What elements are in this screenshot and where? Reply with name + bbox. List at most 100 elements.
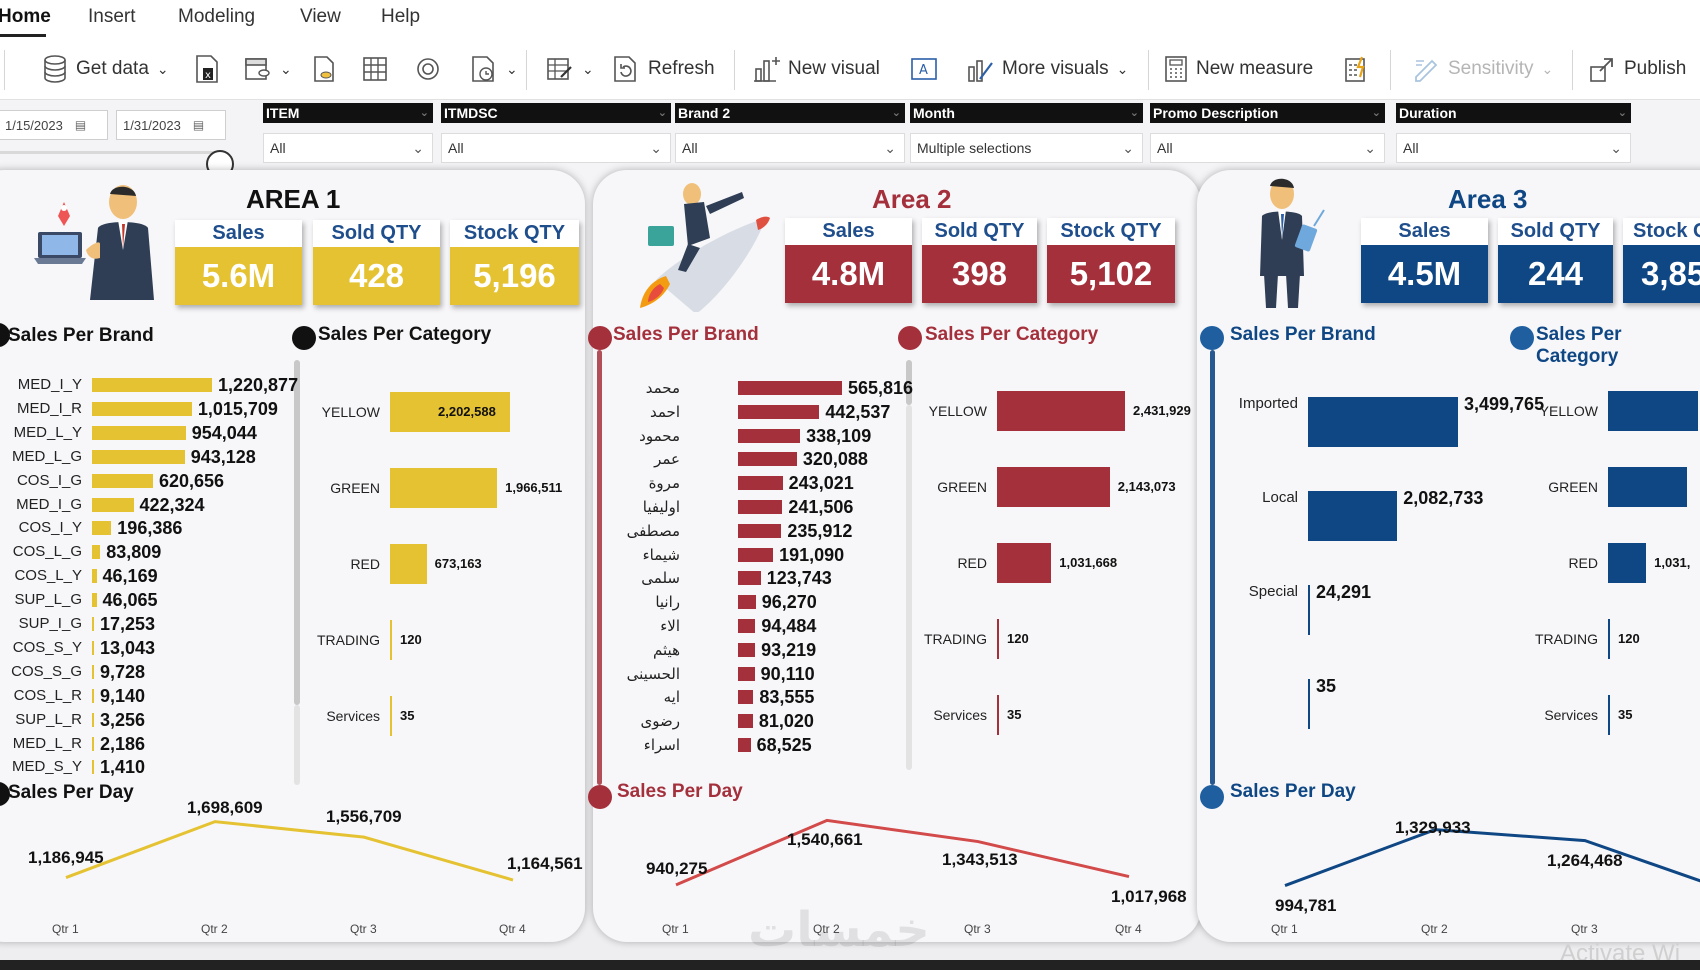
bar (92, 640, 94, 655)
calendar-icon[interactable]: ▤ (192, 118, 205, 132)
bar-value-label: 954,044 (191, 422, 257, 443)
tab-view[interactable]: View (300, 6, 341, 27)
excel-button[interactable]: x (194, 52, 220, 86)
sensitivity-button[interactable]: Sensitivity ⌄ (1412, 52, 1553, 86)
bar (738, 500, 783, 514)
area3-kpi-stock-qty: Stock Q 3,85 (1623, 218, 1700, 303)
area2-brand-scroll-track[interactable] (906, 405, 912, 770)
kpi-label: Sales (1361, 218, 1488, 245)
area1-kpi-sold-qty: Sold QTY 428 (313, 220, 440, 305)
area3-title: Area 3 (1448, 184, 1528, 214)
area3-kpi-sold-qty: Sold QTY 244 (1498, 218, 1613, 303)
more-visuals-button[interactable]: More visuals ⌄ (966, 52, 1128, 86)
area1-title: AREA 1 (246, 184, 341, 214)
slicer-promo-header: Promo Description ⌄ (1150, 103, 1385, 123)
tab-modeling[interactable]: Modeling (178, 6, 256, 27)
enter-data-button[interactable] (362, 52, 388, 86)
slicer-duration-dropdown[interactable]: All ⌄ (1396, 133, 1631, 163)
bar (92, 401, 192, 416)
slicer-promo-value: All (1157, 140, 1173, 156)
transform-data-button[interactable]: ⌄ (470, 52, 518, 86)
area3-kpi-sales: Sales 4.5M (1361, 218, 1488, 303)
date-slider-track[interactable] (0, 151, 220, 154)
chevron-down-icon: ⌄ (650, 140, 662, 156)
chevron-down-icon: ⌄ (1371, 107, 1381, 119)
publish-button[interactable]: Publish (1588, 52, 1686, 86)
data-hub-icon (245, 58, 270, 80)
bar (997, 391, 1125, 431)
bar (738, 476, 783, 491)
bar (738, 619, 756, 633)
x-tick-label: Qtr 2 (813, 922, 840, 936)
bar (390, 392, 510, 432)
x-tick-label: Qtr 3 (1571, 922, 1598, 936)
recent-sources-button[interactable] (414, 52, 442, 86)
text-box-button[interactable]: A (910, 52, 938, 86)
slicer-promo-dropdown[interactable]: All ⌄ (1150, 133, 1385, 163)
bar-value-label: 68,525 (756, 735, 812, 755)
ribbon-divider (1390, 50, 1391, 90)
date-end-input[interactable]: 1/31/2023 ▤ (116, 110, 226, 140)
bar (738, 547, 774, 562)
watermark-text: خمسات (748, 904, 930, 957)
bar-value-label: 565,816 (848, 378, 914, 398)
bar-value-label: 90,110 (760, 663, 815, 684)
bar-value-label: 241,506 (788, 497, 854, 517)
area1-brand-scrollbar[interactable] (294, 360, 300, 705)
tab-help[interactable]: Help (381, 6, 421, 27)
bar-category-label: YELLOW (321, 404, 380, 420)
swirl-icon (417, 58, 439, 80)
tab-home[interactable]: Home (0, 6, 51, 27)
slicer-brand2-dropdown[interactable]: All ⌄ (675, 133, 905, 163)
bar-category-label: اوليفيا (642, 499, 680, 516)
chevron-down-icon: ⌄ (412, 140, 424, 156)
kpi-label: Stock Q (1623, 218, 1700, 245)
bar-value-label: 120 (1618, 631, 1640, 646)
bottom-bar (0, 960, 1700, 970)
calendar-icon[interactable]: ▤ (74, 118, 87, 132)
bar-category-label: MED_I_Y (17, 376, 82, 393)
get-data-button[interactable]: Get data ⌄ (42, 52, 169, 86)
date-start-value: 1/15/2023 (5, 117, 63, 133)
bar-category-label: COS_S_G (11, 662, 82, 680)
tab-insert[interactable]: Insert (88, 6, 136, 27)
bar (1308, 585, 1310, 635)
refresh-button[interactable]: Refresh (612, 52, 715, 86)
bar-category-label: Services (1544, 707, 1598, 723)
chevron-down-icon: ⌄ (156, 60, 169, 77)
section-dot (0, 782, 10, 806)
bar-value-label: 673,163 (434, 556, 482, 571)
section-dot (1200, 785, 1224, 809)
slicer-month-dropdown[interactable]: Multiple selections ⌄ (910, 133, 1143, 163)
businessman-tablet-illustration (1260, 178, 1325, 308)
slicer-item-dropdown[interactable]: All ⌄ (263, 133, 433, 163)
slicer-duration-value: All (1403, 140, 1419, 156)
new-measure-button[interactable]: New measure (1164, 52, 1313, 86)
kpi-label: Sold QTY (1498, 218, 1613, 245)
area2-brand-scrollbar[interactable] (906, 360, 912, 405)
edit-table-icon (547, 58, 572, 80)
quick-measure-button[interactable] (1344, 52, 1370, 86)
area2-kpi-sales: Sales 4.8M (785, 218, 912, 303)
bar-category-label: COS_S_Y (12, 638, 82, 656)
area3-category-title: Sales Per Category (1536, 324, 1622, 367)
bar-category-label: TRADING (1535, 631, 1598, 647)
edit-queries-button[interactable]: ⌄ (546, 52, 594, 86)
bar-value-label: 235,912 (787, 520, 853, 541)
bar-value-label: 83,555 (759, 687, 815, 708)
bar-category-label: MED_S_Y (11, 758, 82, 776)
x-tick-label: Qtr 1 (662, 922, 689, 936)
bar-category-label: محمود (639, 427, 680, 445)
date-start-input[interactable]: 1/15/2023 ▤ (0, 110, 108, 140)
document-icon (314, 56, 334, 82)
slicer-itmdsc-dropdown[interactable]: All ⌄ (441, 133, 671, 163)
data-hub-button[interactable]: ⌄ (244, 52, 292, 86)
bar (738, 381, 842, 395)
new-visual-button[interactable]: New visual (752, 52, 880, 86)
date-end-value: 1/31/2023 (123, 117, 181, 133)
dataverse-button[interactable] (312, 52, 336, 86)
area1-brand-scroll-track[interactable] (294, 705, 300, 785)
slicer-itmdsc-value: All (448, 140, 464, 156)
